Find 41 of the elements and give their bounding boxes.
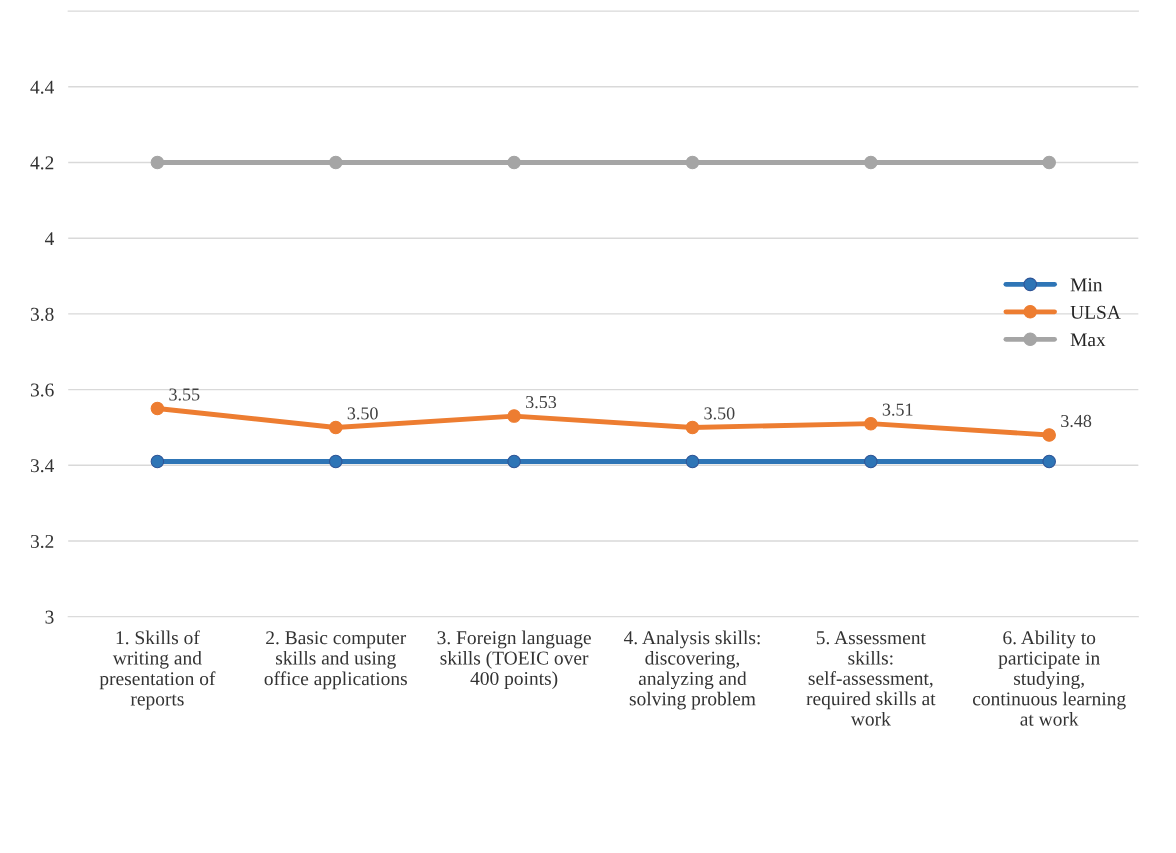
point (685, 155, 700, 170)
point (864, 155, 878, 170)
point (864, 454, 878, 469)
legend-label: ULSA (1070, 305, 1121, 319)
point (1042, 155, 1056, 170)
y-tick-label: 4.4 (30, 80, 55, 94)
x-tick-label: 2. Basic computer skills and using office applications (264, 631, 407, 690)
point (685, 420, 700, 435)
data-label: 3.50 (704, 407, 735, 420)
data-label: 3.50 (347, 407, 378, 420)
point (328, 155, 343, 170)
point (507, 454, 521, 469)
x-tick-label: 6. Ability to participate in studying, continuous learning at work (972, 630, 1126, 726)
point (150, 454, 165, 469)
x-tick-label: 1. Skills of writing and presentation of reports (99, 630, 216, 710)
data-label: 3.55 (169, 388, 200, 401)
point (150, 401, 165, 416)
y-tick-label: 3.6 (30, 383, 54, 397)
point (507, 155, 521, 170)
data-label: 3.48 (1061, 414, 1092, 428)
y-tick-label: 3.4 (30, 459, 55, 473)
y-tick-label: 3.2 (30, 534, 54, 549)
y-tick-label: 4.2 (30, 156, 54, 170)
point (685, 454, 700, 469)
legend-label: Min (1070, 278, 1103, 292)
y-tick-label: 3 (45, 610, 54, 624)
point (328, 454, 343, 469)
legend-label: Max (1070, 333, 1106, 347)
point (328, 420, 343, 435)
point (1042, 454, 1056, 469)
point (864, 416, 878, 431)
y-tick-label: 4 (44, 232, 55, 245)
point (1042, 428, 1056, 442)
data-label: 3.53 (526, 395, 557, 409)
x-tick-label: 3. Foreign language skills (TOEIC over 400 points) (437, 630, 591, 689)
x-tick-label: 4. Analysis skills: discovering, analyzing and solving problem (623, 630, 760, 710)
data-label: 3.51 (882, 403, 913, 416)
point (507, 409, 521, 423)
x-tick-label: 5. Assessment skills: self-assessment, required skills at work (806, 631, 936, 726)
point (150, 155, 165, 170)
y-tick-label: 3.8 (30, 307, 54, 321)
